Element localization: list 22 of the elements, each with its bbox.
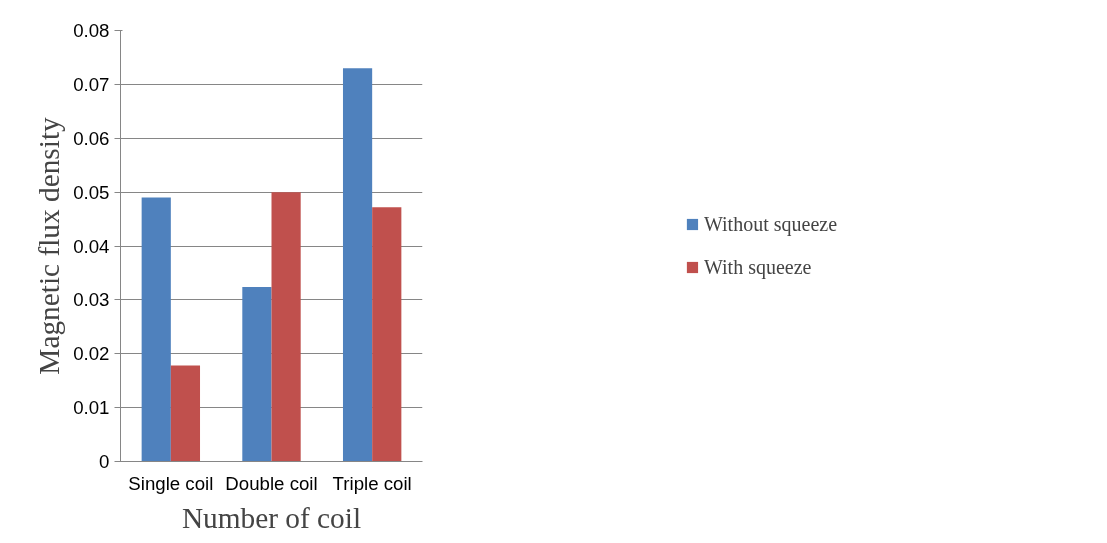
x-axis-title: Number of coil: [181, 501, 362, 534]
bar: [170, 365, 201, 462]
bar: [342, 68, 373, 462]
bar: [372, 207, 402, 462]
legend-label: With squeeze: [703, 255, 812, 279]
y-tick-label: 0.04: [73, 235, 110, 257]
y-tick-label: 0: [99, 451, 110, 472]
bar: [242, 286, 272, 462]
y-tick-label: 0.05: [73, 181, 110, 203]
y-tick-label: 0.06: [73, 127, 110, 149]
y-tick-label: 0.01: [73, 397, 110, 419]
y-tick-label: 0.07: [73, 73, 110, 95]
bar: [271, 192, 301, 462]
x-tick-label: Triple coil: [332, 472, 412, 494]
y-tick-label: 0.08: [73, 20, 110, 41]
y-axis-title: Magnetic flux density: [33, 116, 66, 375]
legend-label: Without squeeze: [703, 212, 838, 236]
y-tick-label: 0.03: [73, 289, 110, 311]
x-tick-label: Double coil: [225, 472, 318, 494]
bar: [141, 197, 171, 462]
y-tick-label: 0.02: [73, 343, 110, 365]
x-tick-label: Single coil: [128, 472, 214, 494]
